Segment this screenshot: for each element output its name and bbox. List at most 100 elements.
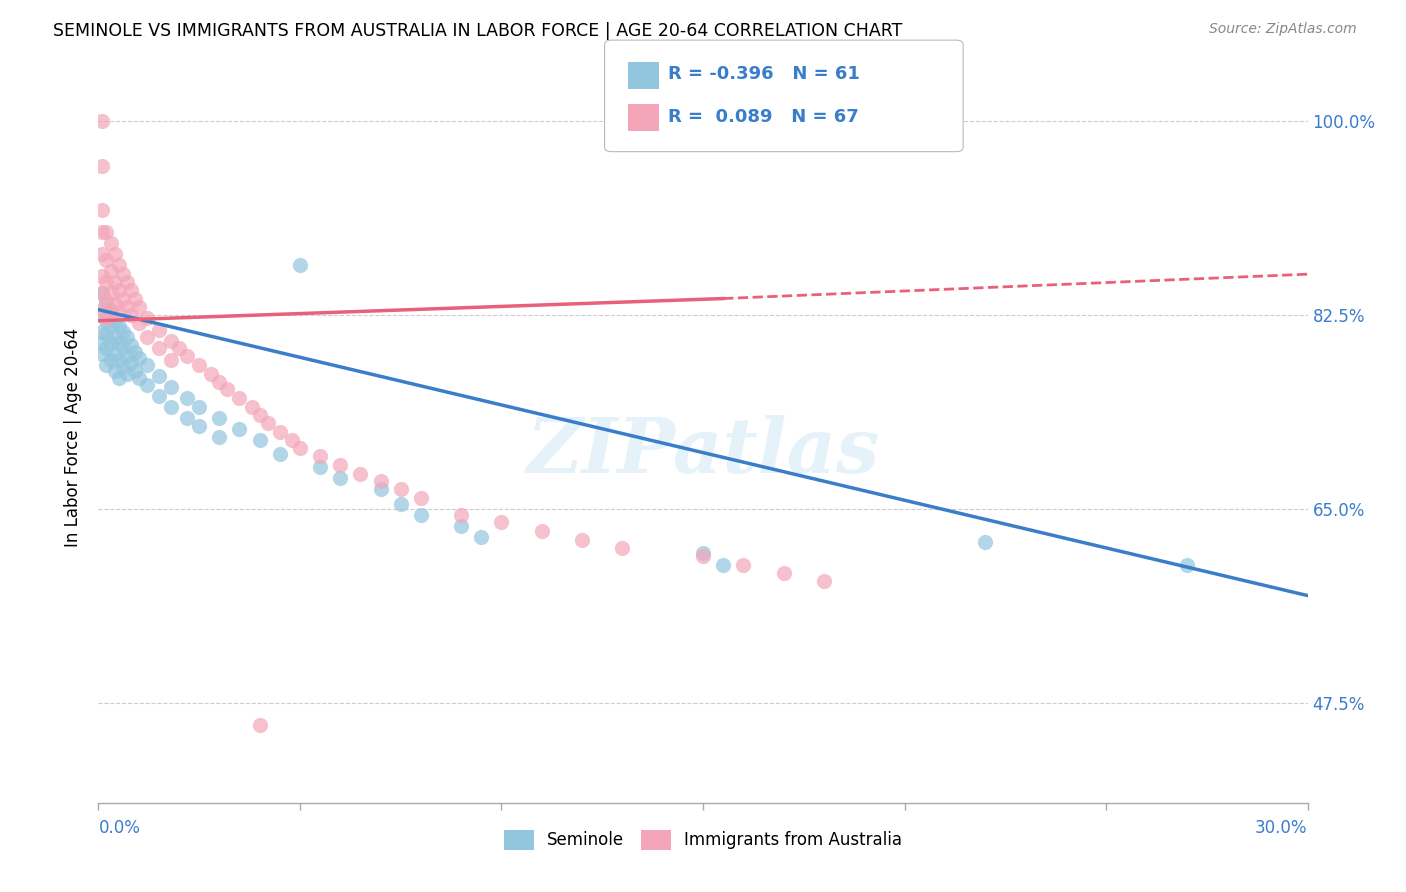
Point [217,383,239,397]
Point [612,541,634,555]
Point [100,285,122,300]
Point [148,389,170,403]
Text: 30.0%: 30.0% [1256,820,1308,838]
Point [329,471,352,485]
Point [103,247,125,261]
Point [91,335,114,350]
Point [96,326,118,341]
Point [96,342,118,356]
Point [100,352,122,367]
Point [115,301,138,315]
Point [91,285,114,300]
Point [176,392,198,406]
Point [96,225,118,239]
Point [103,363,125,377]
Point [240,400,263,414]
Point [91,202,114,217]
Point [120,308,142,322]
Point [100,302,122,317]
Point [128,301,150,315]
Point [91,225,114,239]
Point [974,535,997,549]
Point [772,566,794,581]
Point [1175,558,1198,572]
Point [200,367,222,381]
Point [167,342,190,356]
Point [107,305,129,319]
Point [571,533,593,548]
Text: R = -0.396   N = 61: R = -0.396 N = 61 [668,65,859,83]
Text: R =  0.089   N = 67: R = 0.089 N = 67 [668,108,859,126]
Point [288,441,311,455]
Point [409,508,432,522]
Point [148,369,170,384]
Point [115,330,138,344]
Point [103,347,125,361]
Point [111,360,134,375]
Point [176,349,198,363]
Point [91,302,114,317]
Point [389,482,412,496]
Point [107,258,129,272]
Point [813,574,835,589]
Point [249,408,271,422]
Point [103,275,125,289]
Point [91,159,114,173]
Point [269,425,291,439]
Point [135,358,157,372]
Point [91,347,114,361]
Point [107,319,129,334]
Point [389,497,412,511]
Point [111,342,134,356]
Point [111,267,134,281]
Point [711,558,734,572]
Point [733,558,755,572]
Point [91,269,114,284]
Point [124,292,146,306]
Point [491,516,513,530]
Point [107,371,129,385]
Text: SEMINOLE VS IMMIGRANTS FROM AUSTRALIA IN LABOR FORCE | AGE 20-64 CORRELATION CHA: SEMINOLE VS IMMIGRANTS FROM AUSTRALIA IN… [53,22,903,40]
Point [115,367,138,381]
Point [160,400,183,414]
Point [107,335,129,350]
Point [91,114,114,128]
Text: ZIPatlas: ZIPatlas [526,415,880,489]
Point [91,285,114,300]
Point [96,252,118,267]
Point [100,236,122,251]
Point [111,325,134,339]
Point [100,305,122,319]
Point [208,411,231,425]
Point [100,264,122,278]
Point [128,371,150,385]
Point [692,549,714,563]
Point [96,314,118,328]
Point [124,344,146,359]
Point [96,311,118,326]
Point [96,275,118,289]
Point [91,325,114,339]
Point [281,434,304,448]
Point [269,447,291,461]
Point [103,314,125,328]
Y-axis label: In Labor Force | Age 20-64: In Labor Force | Age 20-64 [65,327,83,547]
Point [309,460,332,475]
Point [148,342,170,356]
Legend: Seminole, Immigrants from Australia: Seminole, Immigrants from Australia [498,823,908,856]
Point [128,316,150,330]
Point [692,546,714,560]
Point [120,356,142,370]
Point [450,518,472,533]
Point [249,434,271,448]
Point [470,530,492,544]
Point [120,283,142,297]
Point [107,283,129,297]
Point [188,400,211,414]
Point [135,330,157,344]
Point [249,718,271,732]
Point [160,352,183,367]
Point [309,449,332,463]
Point [128,351,150,366]
Point [176,411,198,425]
